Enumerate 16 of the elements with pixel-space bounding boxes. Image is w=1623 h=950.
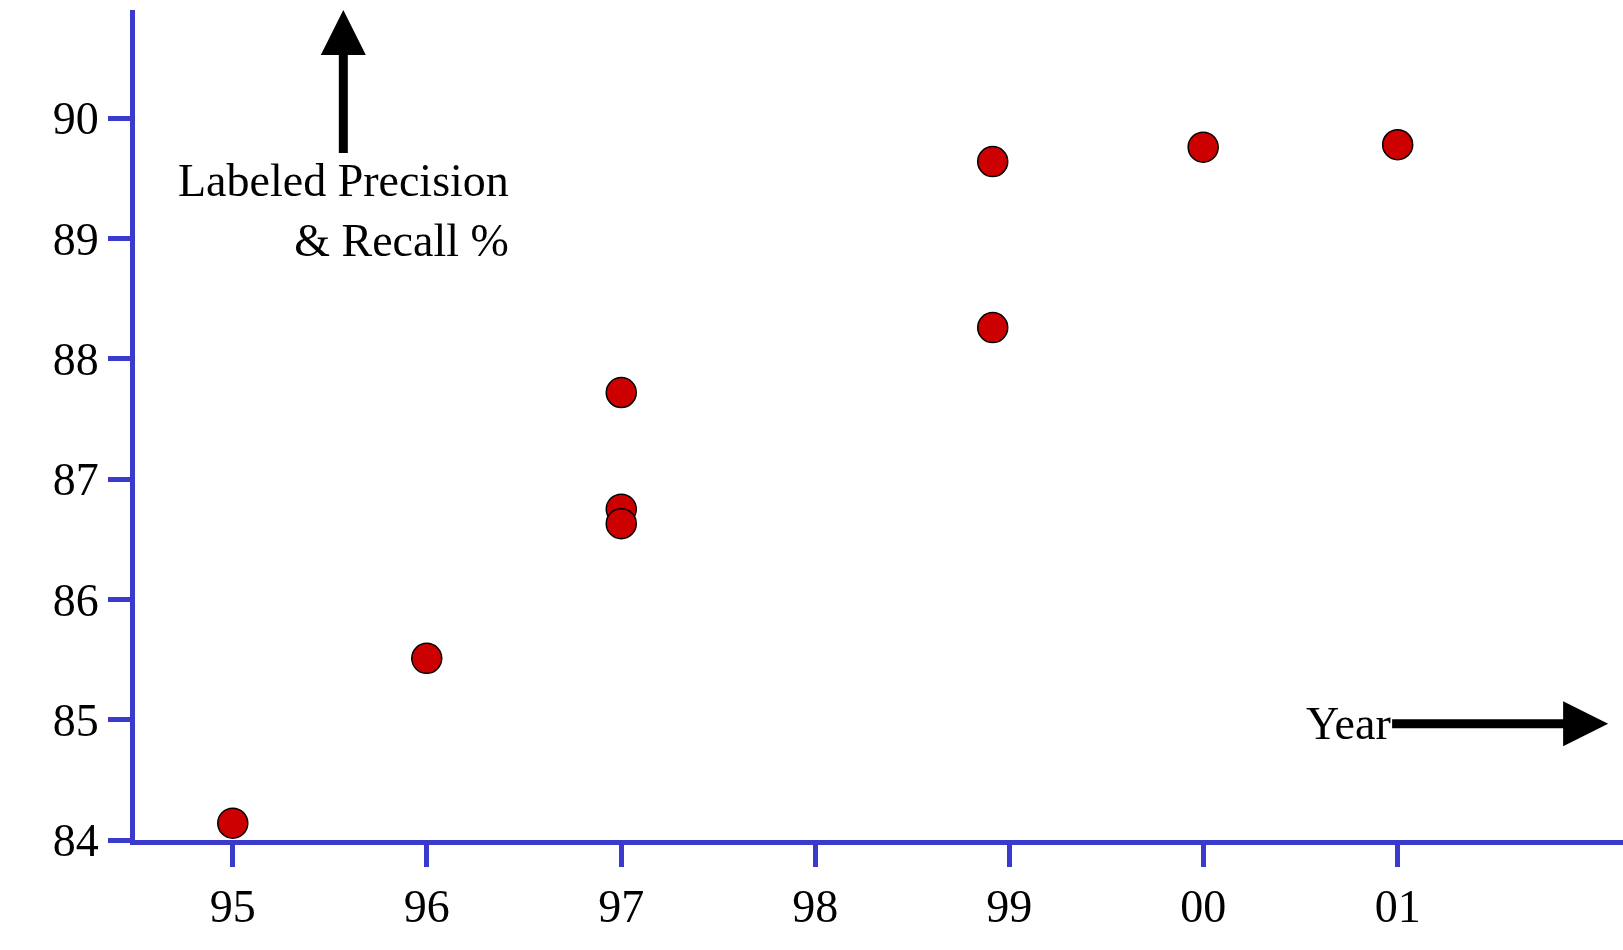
x-tick-label: 96 bbox=[403, 881, 450, 933]
x-tick-label: 01 bbox=[1374, 881, 1421, 933]
y-tick-label: 87 bbox=[52, 454, 99, 506]
x-tick-label: 98 bbox=[792, 881, 839, 933]
x-tick-label: 99 bbox=[986, 881, 1033, 933]
y-tick-label: 90 bbox=[52, 93, 99, 145]
y-axis-title: Labeled Precision & Recall % bbox=[178, 155, 509, 266]
x-tick-label: 97 bbox=[598, 881, 645, 933]
x-tick-label: 00 bbox=[1180, 881, 1227, 933]
y-tick-label: 85 bbox=[52, 694, 99, 746]
y-tick-label: 84 bbox=[52, 815, 99, 867]
y-tick-label: 88 bbox=[52, 333, 99, 385]
x-axis-title: Year bbox=[1306, 698, 1391, 749]
x-tick-label: 95 bbox=[209, 881, 256, 933]
y-tick-label: 89 bbox=[52, 213, 99, 265]
y-tick-label: 86 bbox=[52, 574, 99, 626]
